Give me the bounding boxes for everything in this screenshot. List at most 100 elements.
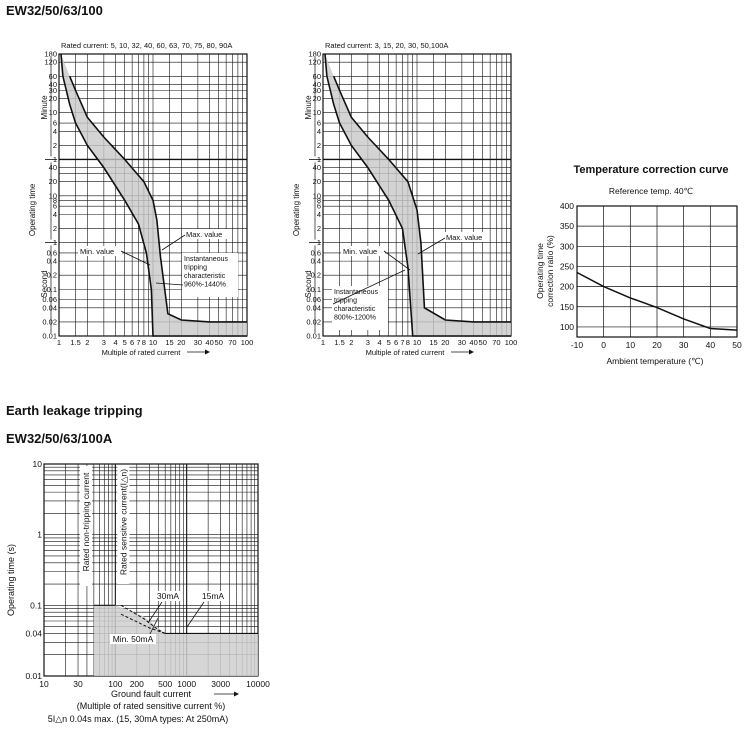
earth-heading: Earth leakage tripping <box>6 403 143 418</box>
y-tick-label: 250 <box>560 261 574 271</box>
x-tick-label: 200 <box>130 679 144 689</box>
annotation-leader <box>332 269 406 305</box>
x-tick-label: 50 <box>215 338 223 347</box>
x-axis-arrowhead <box>469 349 474 355</box>
y-tick-label: 0.6 <box>311 248 321 257</box>
y-tick-label: 120 <box>308 58 321 67</box>
y-tick-label: 6 <box>317 119 321 128</box>
x-tick-label: 2 <box>85 338 89 347</box>
y-tick-label: 0.04 <box>306 303 321 312</box>
annotation-max-value: Max. value <box>446 233 482 242</box>
annotation-leader <box>161 234 186 251</box>
x-tick-label: 50 <box>732 340 742 350</box>
y-tick-label: 20 <box>313 94 321 103</box>
annotation-min-value: Min. value <box>343 247 377 256</box>
y-tick-label: 10 <box>33 459 43 469</box>
y-tick-label: 30 <box>313 86 321 95</box>
y-tick-label: 8 <box>317 196 321 205</box>
annotation-leader <box>120 250 151 266</box>
annotation-min-value: Min. value <box>80 247 114 256</box>
max-value-curve <box>68 75 247 323</box>
x-tick-label: 50 <box>479 338 487 347</box>
main-title: EW32/50/63/100 <box>6 3 103 18</box>
label-bg <box>80 466 93 586</box>
y-group-minute: Minute <box>40 95 49 120</box>
y-tick-label: 0.2 <box>311 271 321 280</box>
label-rated-non-tripping: Rated non-tripping current <box>81 472 91 571</box>
temp-correction-line <box>576 271 738 331</box>
y-tick-label: 0.1 <box>47 285 57 294</box>
annotation-leader <box>383 250 411 271</box>
x-tick-label: 1 <box>57 338 61 347</box>
x-tick-label: 7 <box>400 338 404 347</box>
y-tick-label: 20 <box>313 177 321 186</box>
y-tick-label: 2 <box>317 224 321 233</box>
x-tick-label: 30 <box>679 340 689 350</box>
y-tick-label: 0.4 <box>311 257 321 266</box>
annotation-instantaneous: Instantaneous tripping characteristic 960%-… <box>184 256 228 289</box>
y-tick-label: 1 <box>53 238 57 247</box>
label-bg <box>332 286 388 330</box>
x-tick-label: 30 <box>458 338 466 347</box>
label-bg <box>184 229 228 239</box>
x-tick-label: 10 <box>626 340 636 350</box>
y-tick-label: 0.02 <box>42 317 57 326</box>
y-tick-label: 0.2 <box>47 271 57 280</box>
x-axis-label: Multiple of rated current <box>366 348 446 357</box>
y-tick-label: 0.01 <box>42 332 57 341</box>
y-tick-label: 40 <box>313 163 321 172</box>
y-tick-label: 6 <box>53 119 57 128</box>
y-group-second: Second <box>40 270 49 297</box>
label-rated-sensitive: Rated sensitive current(I△n) <box>118 469 128 575</box>
label-bg <box>154 591 181 601</box>
x-tick-label: 10 <box>413 338 421 347</box>
label-bg <box>182 253 238 297</box>
y-tick-label: 150 <box>560 302 574 312</box>
y-tick-label: 0.06 <box>306 295 321 304</box>
annotation-instantaneous: Instantaneous tripping characteristic 800%-… <box>334 289 378 322</box>
y-tick-label: 2 <box>53 141 57 150</box>
label-bg <box>199 591 227 601</box>
y-tick-label: 180 <box>44 50 57 59</box>
x-tick-label: 8 <box>142 338 146 347</box>
y-tick-label: 1 <box>317 155 321 164</box>
y-tick-label: 4 <box>317 127 321 136</box>
x-tick-label: 8 <box>406 338 410 347</box>
label-bg <box>117 466 130 584</box>
x-tick-label: 100 <box>241 338 254 347</box>
y-tick-label: 2 <box>317 141 321 150</box>
x-tick-label: 0 <box>601 340 606 350</box>
y-axis-label-1: Operating time <box>535 243 545 299</box>
annotation-leader <box>149 617 159 635</box>
min-value-curve <box>324 53 511 337</box>
max-value-curve <box>332 75 511 323</box>
y-tick-label: 0.01 <box>25 671 42 681</box>
y-tick-label: 20 <box>49 94 57 103</box>
y-group-second: Second <box>304 270 313 297</box>
earth-model-title: EW32/50/63/100A <box>6 431 113 446</box>
y-tick-label: 40 <box>49 163 57 172</box>
y-tick-label: 200 <box>560 282 574 292</box>
chart-subtitle: Rated current: 5, 10, 32, 40, 60, 63, 70… <box>61 41 232 50</box>
x-tick-label: 15 <box>165 338 173 347</box>
x-axis-arrowhead <box>205 349 210 355</box>
y-tick-label: 350 <box>560 221 574 231</box>
y-tick-label: 120 <box>44 58 57 67</box>
y-tick-label: 400 <box>560 201 574 211</box>
x-tick-label: 15 <box>429 338 437 347</box>
x-tick-label: 100 <box>505 338 518 347</box>
x-axis-arrowhead <box>234 691 239 697</box>
y-tick-label: 10 <box>49 191 57 200</box>
trip-chart-2 <box>309 53 512 355</box>
y-tick-label: 0.01 <box>306 332 321 341</box>
x-tick-label: 100 <box>108 679 122 689</box>
x-axis-label: Ground fault current <box>111 689 192 699</box>
y-tick-label: 1 <box>37 530 42 540</box>
y-tick-label: 0.04 <box>42 303 57 312</box>
x-tick-label: 40 <box>205 338 213 347</box>
y-tick-label: 300 <box>560 241 574 251</box>
min-value-curve <box>60 53 247 337</box>
y-tick-label: 60 <box>313 72 321 81</box>
y-tick-label: 1 <box>317 238 321 247</box>
